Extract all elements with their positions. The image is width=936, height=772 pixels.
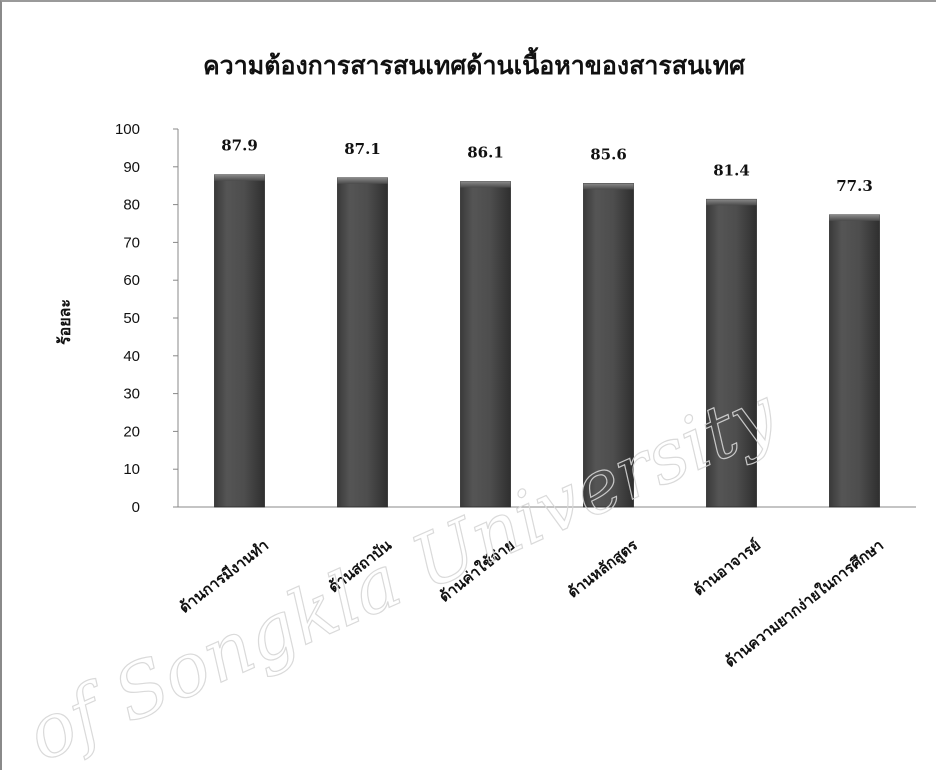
bar-1 — [214, 174, 265, 508]
value-label: 87.1 — [344, 140, 381, 158]
bar-6 — [829, 214, 880, 508]
y-tick-label: 90 — [123, 159, 140, 176]
y-axis-label: ร้อยละ — [55, 299, 74, 345]
y-tick-label: 50 — [123, 310, 140, 327]
bar-5 — [706, 198, 757, 508]
value-label: 87.9 — [221, 137, 258, 155]
bar-cap — [460, 181, 511, 188]
x-category-label: ด้านหลักสูตร — [564, 535, 642, 602]
y-axis: 0 10 20 30 40 50 60 70 80 90 100 — [115, 121, 916, 516]
y-tick-label: 10 — [123, 461, 140, 478]
bar-cap — [829, 214, 880, 221]
value-labels: 87.9 87.1 86.1 85.6 81.4 77.3 — [221, 137, 873, 195]
y-tick-label: 0 — [132, 499, 140, 516]
x-category-label: ด้านอาจารย์ — [690, 536, 764, 599]
bar-2 — [337, 177, 388, 508]
y-tick-label: 30 — [123, 386, 140, 403]
value-label: 85.6 — [590, 145, 627, 163]
chart-title: ความต้องการสารสนเทศด้านเนื้อหาของสารสนเท… — [203, 46, 746, 80]
bar-cap — [706, 199, 757, 206]
bar-cap — [583, 183, 634, 190]
y-tick-label: 40 — [123, 348, 140, 365]
value-label: 77.3 — [836, 177, 873, 195]
bar-3 — [460, 181, 511, 508]
bars — [214, 174, 880, 508]
y-tick-label: 80 — [123, 197, 140, 214]
y-tick-label: 70 — [123, 234, 140, 251]
y-tick-label: 60 — [123, 272, 140, 289]
y-tick-label: 20 — [123, 423, 140, 440]
bar-cap — [214, 174, 265, 181]
bar-cap — [337, 177, 388, 184]
value-label: 81.4 — [713, 161, 750, 179]
value-label: 86.1 — [467, 144, 504, 162]
y-tick-label: 100 — [115, 121, 140, 138]
bar-4 — [583, 183, 634, 508]
